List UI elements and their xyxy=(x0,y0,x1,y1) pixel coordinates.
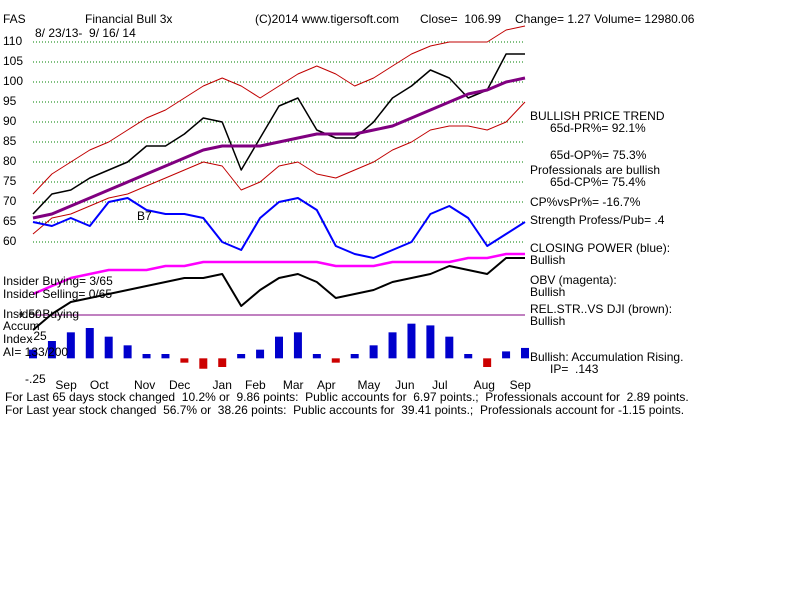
chart-title: Financial Bull 3x xyxy=(85,12,172,26)
annotation: OBV (magenta): xyxy=(530,273,617,287)
accum-bar xyxy=(350,354,359,359)
x-tick-label: Mar xyxy=(283,378,304,392)
annotation: Bullish xyxy=(530,314,565,328)
x-tick-label: Jul xyxy=(432,378,447,392)
series-line xyxy=(32,257,525,331)
x-tick-label: Oct xyxy=(90,378,109,392)
y-tick-label: 85 xyxy=(3,134,17,148)
accum-bar xyxy=(47,341,56,359)
accum-bar xyxy=(199,358,208,369)
annotation: Bullish xyxy=(530,253,565,267)
y-tick-label: 60 xyxy=(3,234,17,248)
annotation: Insider Buying xyxy=(3,307,79,321)
x-tick-label: Apr xyxy=(317,378,336,392)
accum-bar xyxy=(218,358,227,367)
annotation: B7 xyxy=(137,209,152,223)
annotation: Bullish: Accumulation Rising. xyxy=(530,350,683,364)
x-tick-label: Dec xyxy=(169,378,190,392)
annotation: Close= 106.99 xyxy=(420,12,501,26)
annotation: For Last year stock changed 56.7% or 38.… xyxy=(5,403,684,417)
series-line xyxy=(32,252,525,296)
accum-bar xyxy=(85,328,94,359)
accum-bar xyxy=(123,345,132,359)
annotation: IP= .143 xyxy=(550,362,599,376)
annotation: Bullish xyxy=(530,285,565,299)
x-tick-label: Aug xyxy=(474,378,495,392)
y-tick-label: 110 xyxy=(3,34,22,48)
x-tick-label: May xyxy=(358,378,381,392)
x-tick-label: Jun xyxy=(395,378,414,392)
y-tick-label: 90 xyxy=(3,114,17,128)
accum-bar xyxy=(445,336,454,359)
x-tick-label: Jan xyxy=(213,378,232,392)
y-tick-label: 80 xyxy=(3,154,17,168)
y-tick-label: 70 xyxy=(3,194,17,208)
series-line xyxy=(32,76,526,220)
accum-bar xyxy=(66,332,75,359)
accum-bar xyxy=(331,358,340,363)
accum-bar xyxy=(104,336,113,359)
annotation: CP%vsPr%= -16.7% xyxy=(530,195,641,209)
accum-bar xyxy=(237,354,246,359)
annotation: 65d-PR%= 92.1% xyxy=(550,121,646,135)
accum-bar xyxy=(161,354,170,359)
accum-bar xyxy=(369,345,378,359)
y-tick-label: 95 xyxy=(3,94,17,108)
annotation: Index xyxy=(3,332,32,346)
accum-bar xyxy=(180,358,189,363)
accum-bar xyxy=(426,325,435,359)
accum-bar xyxy=(142,354,151,359)
annotation: 65d-OP%= 75.3% xyxy=(550,148,647,162)
annotation: 65d-CP%= 75.4% xyxy=(550,175,646,189)
annotation: REL.STR..VS DJI (brown): xyxy=(530,302,672,316)
y2-tick-label: +.50 xyxy=(18,307,42,321)
accum-bar xyxy=(256,349,265,359)
accum-bar xyxy=(464,354,473,359)
annotation: For Last 65 days stock changed 10.2% or … xyxy=(5,390,689,404)
y-tick-label: 105 xyxy=(3,54,23,68)
annotation: AI= 133/200 xyxy=(3,345,68,359)
annotation: (C)2014 www.tigersoft.com xyxy=(255,12,399,26)
accum-bar xyxy=(388,332,397,359)
annotation: CLOSING POWER (blue): xyxy=(530,241,670,255)
y-tick-label: 65 xyxy=(3,214,17,228)
y2-tick-label: .25 xyxy=(30,329,47,343)
accum-bar xyxy=(29,349,37,359)
y2-tick-label: -.25 xyxy=(25,372,46,386)
accum-bar xyxy=(502,351,511,359)
accum-bar xyxy=(407,323,416,359)
annotation: FAS xyxy=(3,12,26,26)
annotation: BULLISH PRICE TREND xyxy=(530,109,665,123)
x-tick-label: Sep xyxy=(510,378,532,392)
series-line xyxy=(32,25,526,195)
annotation: Professionals are bullish xyxy=(530,163,660,177)
y-tick-label: 100 xyxy=(3,74,23,88)
accum-bar xyxy=(275,336,283,359)
series-line xyxy=(32,53,525,215)
annotation: Insider Buying= 3/65 xyxy=(3,274,113,288)
accum-bar xyxy=(312,354,321,359)
annotation: Accum xyxy=(3,319,40,333)
series-line xyxy=(32,197,526,259)
annotation: Strength Profess/Pub= .4 xyxy=(530,213,665,227)
accum-bar xyxy=(293,332,302,359)
x-tick-label: Feb xyxy=(245,378,266,392)
y-tick-label: 75 xyxy=(3,174,17,188)
annotation: 8/ 23/13- 9/ 16/ 14 xyxy=(35,26,136,40)
x-tick-label: Sep xyxy=(55,378,77,392)
accum-bar xyxy=(521,347,529,359)
annotation: Insider Selling= 0/65 xyxy=(3,287,112,301)
x-tick-label: Nov xyxy=(134,378,155,392)
annotation: Change= 1.27 Volume= 12980.06 xyxy=(515,12,695,26)
series-line xyxy=(32,101,526,235)
accum-bar xyxy=(483,358,492,367)
